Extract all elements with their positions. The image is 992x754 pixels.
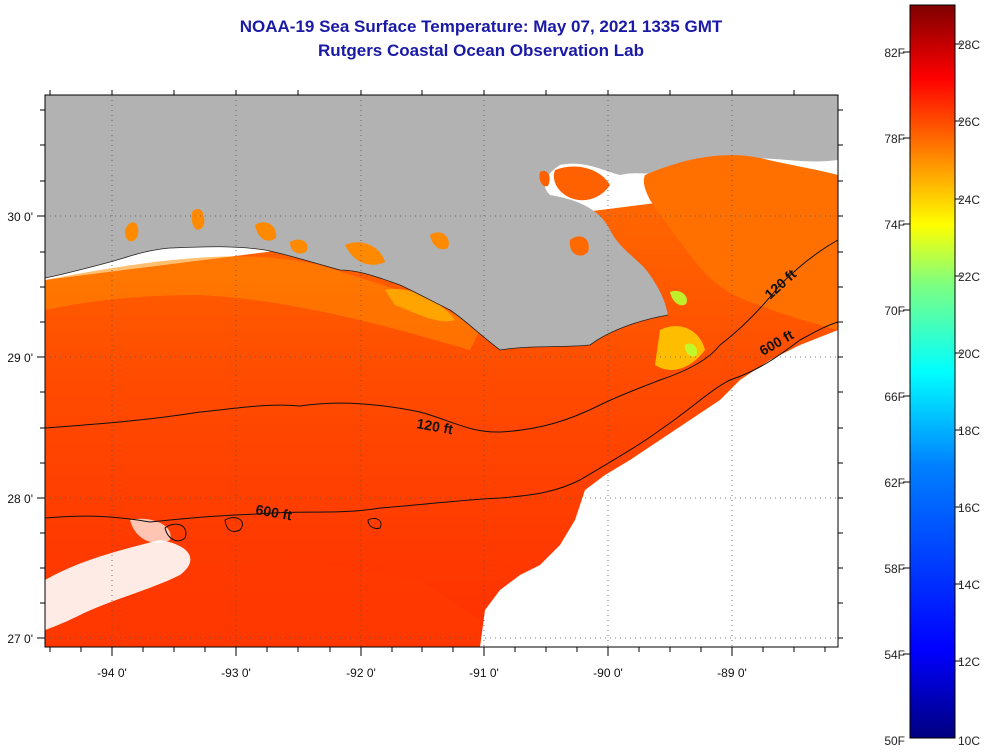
lon-label: -93 0' [221,666,251,680]
colorbar-f-label: 78F [884,132,905,146]
colorbar-c-labels: 28C 26C 24C 22C 20C 18C 16C 14C 12C 10C [958,38,980,748]
contour-label: 600 ft [254,501,293,523]
colorbar-f-label: 74F [884,218,905,232]
sst-field [45,95,838,647]
colorbar-c-label: 10C [958,734,980,748]
map-frame [44,94,839,648]
contour-600ft-west [44,321,839,523]
colorbar-c-label: 18C [958,424,980,438]
colorbar-f-label: 54F [884,648,905,662]
depth-contours [44,239,839,542]
colorbar-f-label: 50F [884,734,905,748]
colorbar-c-label: 22C [958,270,980,284]
land-mass [45,95,838,350]
ticks [37,90,843,656]
colorbar-c-label: 20C [958,347,980,361]
map-subtitle: Rutgers Coastal Ocean Observation Lab [318,41,644,60]
colorbar-f-label: 82F [884,46,905,60]
lat-labels: 30 0' 29 0' 28 0' 27 0' [7,210,33,646]
nearshore-band [45,256,480,350]
colorbar-c-label: 12C [958,655,980,669]
lat-label: 30 0' [7,210,33,224]
colorbar-c-label: 28C [958,38,980,52]
colorbar-f-label: 62F [884,476,905,490]
colorbar-f-label: 66F [884,390,905,404]
lon-label: -92 0' [346,666,376,680]
colorbar-c-label: 26C [958,115,980,129]
lat-label: 27 0' [7,632,33,646]
colorbar-c-label: 24C [958,193,980,207]
colorbar-f-label: 58F [884,562,905,576]
lon-label: -90 0' [593,666,623,680]
colorbar-f-label: 70F [884,304,905,318]
contour-label: 120 ft [415,415,454,437]
colorbar-c-label: 16C [958,501,980,515]
graticule [45,95,838,647]
colorbar-c-label: 14C [958,578,980,592]
lon-label: -94 0' [97,666,127,680]
lon-label: -89 0' [717,666,747,680]
contour-120ft-west [44,239,839,433]
colorbar [909,4,956,739]
map-title: NOAA-19 Sea Surface Temperature: May 07,… [239,17,723,36]
lat-label: 28 0' [7,492,33,506]
lon-labels: -94 0' -93 0' -92 0' -91 0' -90 0' -89 0… [97,666,747,680]
colorbar-ticks [903,43,962,662]
lon-label: -91 0' [469,666,499,680]
lat-label: 29 0' [7,351,33,365]
colorbar-f-labels: 82F 78F 74F 70F 66F 62F 58F 54F 50F [884,46,905,748]
